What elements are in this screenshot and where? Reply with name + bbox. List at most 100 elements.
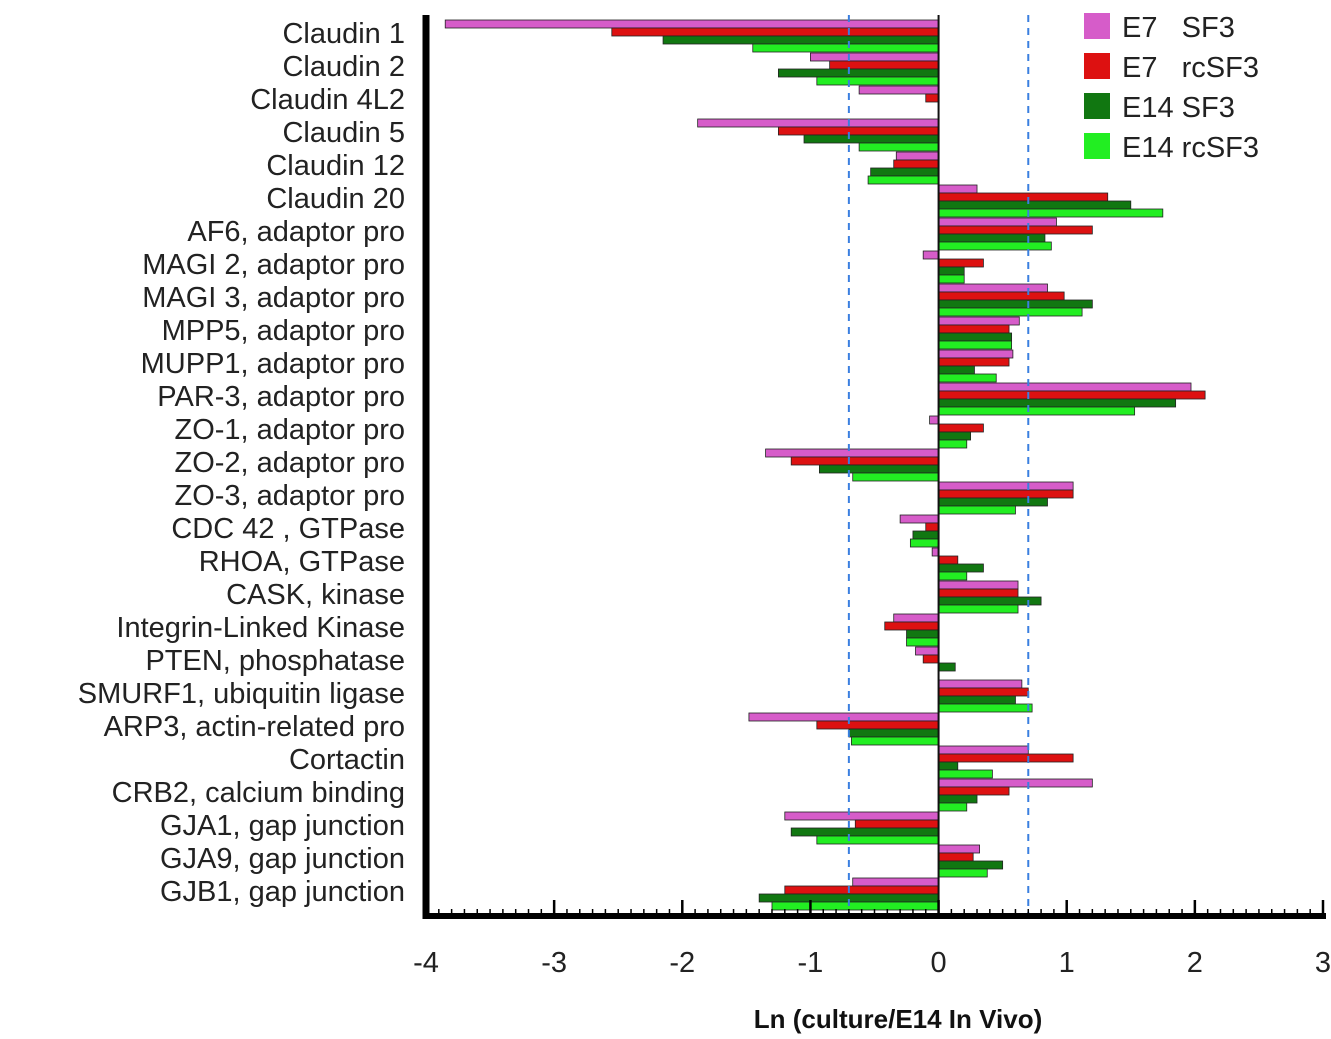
bar-12-series-2: [939, 391, 1206, 399]
category-label-13: ZO-1, adaptor pro: [175, 414, 406, 446]
bar-7-series-1: [939, 218, 1057, 226]
bar-7-series-4: [939, 242, 1052, 250]
x-tick-label: -4: [413, 947, 439, 979]
bar-24-series-2: [939, 787, 1009, 795]
bar-4-series-3: [804, 135, 939, 143]
bar-23-series-1: [939, 746, 1029, 754]
bar-5-series-2: [894, 160, 939, 168]
bar-9-series-1: [939, 284, 1048, 292]
bar-15-series-1: [939, 482, 1074, 490]
category-label-19: Integrin-Linked Kinase: [116, 612, 405, 644]
bar-10-series-4: [939, 341, 1012, 349]
bar-6-series-3: [939, 201, 1131, 209]
bar-27-series-4: [772, 902, 939, 910]
category-label-4: Claudin 5: [282, 117, 405, 149]
category-label-17: RHOA, GTPase: [199, 546, 405, 578]
category-label-26: GJA9, gap junction: [160, 843, 405, 875]
legend-label-1: E7 SF3: [1122, 12, 1235, 44]
bar-1-series-1: [445, 20, 938, 28]
category-label-22: ARP3, actin-related pro: [104, 711, 405, 743]
bar-7-series-2: [939, 226, 1093, 234]
bar-16-series-4: [910, 539, 938, 547]
category-label-10: MPP5, adaptor pro: [162, 315, 405, 347]
bar-3-series-1: [859, 86, 938, 94]
legend-swatch-1: [1084, 13, 1110, 39]
bar-6-series-1: [939, 185, 977, 193]
bar-9-series-2: [939, 292, 1065, 300]
category-label-16: CDC 42 , GTPase: [171, 513, 405, 545]
bar-16-series-3: [913, 531, 939, 539]
bar-5-series-1: [896, 152, 938, 160]
category-label-27: GJB1, gap junction: [160, 876, 405, 908]
bar-20-series-3: [939, 663, 956, 671]
bar-13-series-3: [939, 432, 971, 440]
bar-14-series-4: [853, 473, 939, 481]
bar-1-series-4: [753, 44, 939, 52]
bar-11-series-2: [939, 358, 1009, 366]
bar-19-series-1: [894, 614, 939, 622]
bar-18-series-1: [939, 581, 1018, 589]
x-tick-label: 0: [931, 947, 947, 979]
category-label-6: Claudin 20: [266, 183, 405, 215]
bar-13-series-2: [939, 424, 984, 432]
bar-19-series-2: [885, 622, 939, 630]
bar-8-series-2: [939, 259, 984, 267]
category-label-11: MUPP1, adaptor pro: [141, 348, 405, 380]
bar-22-series-4: [851, 737, 938, 745]
bar-5-series-4: [868, 176, 938, 184]
bar-17-series-3: [939, 564, 984, 572]
legend-swatch-4: [1084, 133, 1110, 159]
bar-9-series-3: [939, 300, 1093, 308]
bar-26-series-3: [939, 861, 1003, 869]
bar-2-series-2: [830, 61, 939, 69]
bar-9-series-4: [939, 308, 1083, 316]
bar-22-series-2: [817, 721, 939, 729]
bar-4-series-2: [778, 127, 938, 135]
bar-17-series-2: [939, 556, 958, 564]
category-label-7: AF6, adaptor pro: [187, 216, 405, 248]
bar-10-series-2: [939, 325, 1009, 333]
bar-12-series-3: [939, 399, 1176, 407]
category-label-5: Claudin 12: [266, 150, 405, 182]
bar-2-series-1: [810, 53, 938, 61]
x-tick-label: -3: [541, 947, 567, 979]
x-tick-label: -1: [798, 947, 824, 979]
x-axis-label: Ln (culture/E14 In Vivo): [754, 1004, 1042, 1034]
bar-14-series-3: [819, 465, 938, 473]
bar-16-series-1: [900, 515, 938, 523]
bar-26-series-1: [939, 845, 980, 853]
bar-25-series-3: [791, 828, 938, 836]
legend-label-3: E14 SF3: [1122, 92, 1235, 124]
bar-13-series-4: [939, 440, 967, 448]
bar-23-series-4: [939, 770, 993, 778]
bar-10-series-1: [939, 317, 1020, 325]
bar-18-series-3: [939, 597, 1042, 605]
bar-6-series-4: [939, 209, 1163, 217]
bar-15-series-4: [939, 506, 1016, 514]
category-label-12: PAR-3, adaptor pro: [157, 381, 405, 413]
bar-22-series-1: [749, 713, 939, 721]
bar-10-series-3: [939, 333, 1012, 341]
bar-18-series-4: [939, 605, 1018, 613]
x-tick-label: 1: [1059, 947, 1075, 979]
bar-8-series-3: [939, 267, 965, 275]
category-label-18: CASK, kinase: [226, 579, 405, 611]
bar-2-series-4: [817, 77, 939, 85]
bar-22-series-3: [849, 729, 939, 737]
bar-14-series-2: [791, 457, 938, 465]
bar-6-series-2: [939, 193, 1108, 201]
bar-1-series-2: [612, 28, 939, 36]
bar-1-series-3: [663, 36, 939, 44]
bar-25-series-4: [817, 836, 939, 844]
category-label-21: SMURF1, ubiquitin ligase: [78, 678, 405, 710]
bar-16-series-2: [926, 523, 939, 531]
bar-24-series-3: [939, 795, 977, 803]
bar-21-series-3: [939, 696, 1016, 704]
category-label-20: PTEN, phosphatase: [145, 645, 405, 677]
category-label-2: Claudin 2: [282, 51, 405, 83]
legend-swatch-2: [1084, 53, 1110, 79]
